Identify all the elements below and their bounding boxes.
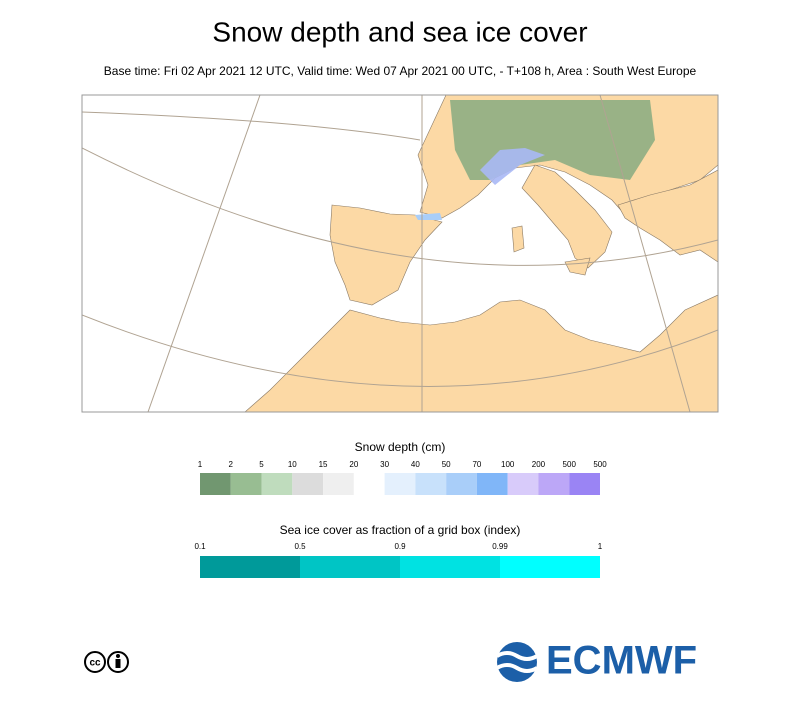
legend-label: 0.5 — [294, 542, 306, 551]
sardinia — [511, 225, 525, 253]
sicily — [564, 257, 591, 276]
legend-box — [292, 473, 324, 495]
snow-legend-title: Snow depth (cm) — [355, 440, 446, 454]
legend-label: 70 — [472, 460, 481, 469]
legend-box — [353, 473, 385, 495]
cc-icon: cc — [84, 651, 129, 673]
legend-label: 500 — [563, 460, 577, 469]
legend-box — [300, 556, 400, 578]
legend-label: 0.1 — [194, 542, 206, 551]
legend-label: 30 — [380, 460, 389, 469]
subtitle: Base time: Fri 02 Apr 2021 12 UTC, Valid… — [104, 64, 697, 78]
legend-box — [415, 473, 447, 495]
legend-box — [384, 473, 416, 495]
legend-label: 1 — [198, 460, 203, 469]
legend-box — [230, 473, 262, 495]
legend-label: 40 — [411, 460, 420, 469]
legend-box — [538, 473, 570, 495]
legend-label: 5 — [259, 460, 264, 469]
title: Snow depth and sea ice cover — [212, 16, 587, 47]
legend-label: 200 — [532, 460, 546, 469]
legend-label: 50 — [442, 460, 451, 469]
legend-box — [323, 473, 354, 495]
legend-box — [476, 473, 508, 495]
map — [81, 94, 719, 413]
legend-label: 20 — [349, 460, 358, 469]
legend-box — [261, 473, 293, 495]
balkans — [617, 169, 718, 263]
legend-box — [569, 473, 600, 495]
legend-box — [507, 473, 539, 495]
legend-label: 15 — [319, 460, 328, 469]
iberia — [329, 204, 443, 306]
legend-box — [200, 556, 300, 578]
italy — [521, 164, 613, 269]
legend-box — [200, 473, 231, 495]
north-africa — [244, 294, 718, 412]
legend-label: 0.99 — [492, 542, 508, 551]
legend-label: 100 — [501, 460, 515, 469]
brand: ECMWF — [546, 639, 697, 683]
ice-legend-title: Sea ice cover as fraction of a grid box … — [280, 523, 521, 537]
legend-label: 0.9 — [394, 542, 406, 551]
snow-deep — [480, 148, 545, 185]
legend-box — [500, 556, 600, 578]
legend-label: 1 — [598, 542, 603, 551]
legend-box — [446, 473, 477, 495]
legend-box — [400, 556, 500, 578]
legend-label: 10 — [288, 460, 297, 469]
license: cc — [89, 658, 101, 669]
legend-label: 500 — [593, 460, 607, 469]
legend-label: 2 — [229, 460, 234, 469]
ecmwf-logo: ECMWF — [495, 639, 697, 683]
